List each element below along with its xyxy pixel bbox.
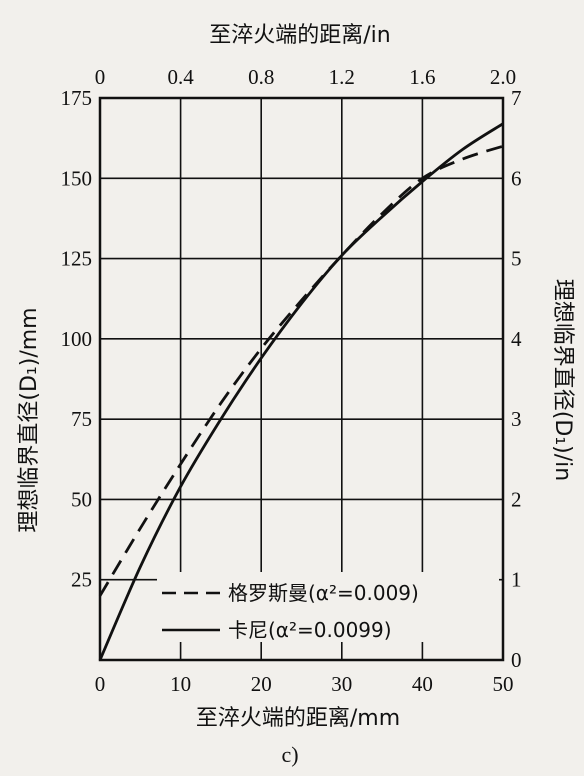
y-right-tick-labels: 0 1 2 3 4 5 6 7 (511, 86, 522, 672)
y-left-tick-label: 125 (61, 247, 93, 271)
series-line-carney (98, 122, 504, 661)
x-top-tick-label: 0 (95, 65, 106, 89)
legend-label-carney: 卡尼(α²=0.0099) (228, 618, 392, 642)
y-right-tick-label: 2 (511, 487, 522, 511)
x-bottom-tick-label: 20 (251, 672, 272, 696)
y-right-tick-label: 5 (511, 247, 522, 271)
x-bottom-tick-label: 50 (493, 672, 514, 696)
panel-label: c) (281, 742, 298, 767)
x-bottom-tick-label: 40 (412, 672, 433, 696)
y-left-tick-label: 50 (71, 487, 92, 511)
x-top-tick-label: 0.4 (167, 65, 194, 89)
y-right-tick-label: 3 (511, 407, 522, 431)
x-bottom-tick-label: 10 (170, 672, 191, 696)
legend-label-grossman: 格罗斯曼(α²=0.009) (228, 581, 419, 605)
y-left-tick-label: 25 (71, 568, 92, 592)
x-top-tick-labels: 0 0.4 0.8 1.2 1.6 2.0 (95, 65, 516, 89)
x-top-tick-label: 0.8 (248, 65, 274, 89)
x-bottom-tick-label: 30 (331, 672, 352, 696)
legend: 格罗斯曼(α²=0.009) 卡尼(α²=0.0099) (157, 572, 499, 642)
y-right-tick-label: 7 (511, 86, 522, 110)
y-left-axis-title: 理想临界直径(D₁)/mm (17, 307, 42, 532)
y-right-tick-label: 0 (511, 648, 522, 672)
y-left-tick-label: 100 (61, 327, 93, 351)
y-right-axis-title: 理想临界直径(D₁)/in (550, 279, 575, 481)
series-line-grossman (98, 144, 504, 597)
y-right-tick-label: 6 (511, 166, 522, 190)
x-bottom-tick-labels: 0 10 20 30 40 50 (95, 672, 514, 696)
x-top-tick-label: 2.0 (490, 65, 516, 89)
y-left-tick-label: 75 (71, 407, 92, 431)
x-bottom-tick-label: 0 (95, 672, 106, 696)
x-top-axis-title: 至淬火端的距离/in (209, 23, 390, 48)
curves (98, 122, 504, 661)
plot-frame (98, 96, 505, 662)
x-top-tick-label: 1.2 (329, 65, 355, 89)
y-left-tick-label: 150 (61, 166, 93, 190)
y-left-tick-label: 175 (61, 86, 93, 110)
y-right-tick-label: 4 (511, 327, 522, 351)
y-left-tick-labels: 25 50 75 100 125 150 175 (61, 86, 93, 592)
x-bottom-axis-title: 至淬火端的距离/mm (196, 706, 400, 731)
x-top-tick-label: 1.6 (409, 65, 435, 89)
y-right-tick-label: 1 (511, 568, 522, 592)
